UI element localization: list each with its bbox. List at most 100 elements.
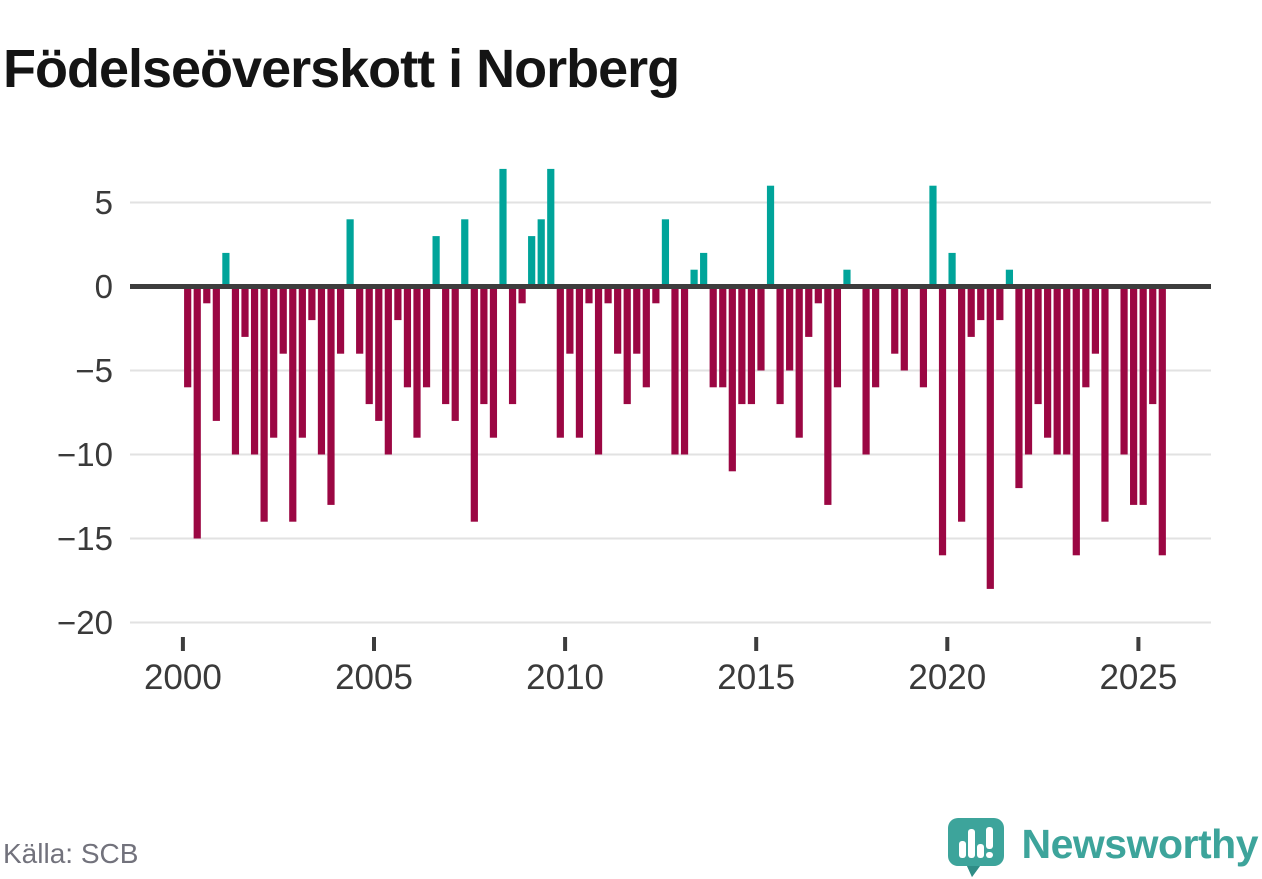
newsworthy-logo-icon	[947, 818, 1004, 877]
y-axis-label: 5	[95, 184, 113, 221]
bar	[585, 286, 593, 304]
bar	[642, 286, 650, 388]
bar	[451, 286, 459, 421]
bar	[1024, 286, 1033, 455]
bar	[929, 185, 937, 287]
bar	[795, 286, 803, 438]
bar	[336, 286, 345, 354]
bar	[489, 286, 498, 438]
speech-bubble-shade	[966, 866, 980, 877]
y-axis-label: −20	[57, 604, 113, 641]
bar	[575, 286, 584, 438]
x-axis-label: 2000	[144, 658, 222, 697]
source-label: Källa: SCB	[3, 838, 139, 869]
bar	[661, 219, 670, 287]
bar	[709, 286, 717, 388]
bar	[757, 286, 765, 371]
bar	[461, 219, 469, 287]
bar	[375, 286, 383, 421]
bar	[442, 286, 450, 405]
y-axis-label: −5	[75, 352, 113, 389]
bar	[824, 286, 832, 505]
bar	[508, 286, 517, 405]
bar	[604, 286, 612, 304]
bar	[900, 286, 908, 371]
bar	[948, 252, 956, 287]
bar	[260, 286, 268, 522]
bar	[843, 269, 851, 287]
bar	[728, 286, 736, 472]
brand-footer: Newsworthy	[944, 810, 1259, 879]
y-axis-label: −10	[57, 436, 113, 473]
bar	[1120, 286, 1128, 455]
page-title: Födelseöverskott i Norberg	[3, 39, 680, 100]
bar	[250, 286, 259, 455]
bar	[308, 286, 316, 321]
bar	[786, 286, 794, 371]
x-axis-label: 2005	[335, 658, 413, 697]
bar	[872, 286, 880, 388]
bar	[1034, 286, 1042, 405]
bar	[977, 286, 985, 321]
bar	[432, 236, 440, 287]
chart-canvas: 5 0 −5 −10 −15 −20 2000 2005 2010 2015 2020 2025	[57, 168, 1211, 697]
bar	[919, 286, 928, 388]
x-axis-label: 2010	[526, 658, 604, 697]
bar	[298, 286, 306, 438]
bar	[518, 286, 526, 304]
bar	[996, 286, 1004, 321]
bar	[547, 168, 555, 287]
bar	[365, 286, 373, 405]
bar	[1063, 286, 1071, 455]
bar	[346, 219, 354, 287]
bar	[193, 286, 201, 539]
bar	[222, 252, 230, 287]
bar	[480, 286, 488, 405]
bar	[1130, 286, 1138, 505]
bar	[805, 286, 813, 337]
bar	[1015, 286, 1023, 489]
bar	[814, 286, 822, 304]
bar	[1158, 286, 1166, 556]
x-axis-label: 2015	[717, 658, 795, 697]
bar	[766, 185, 775, 287]
mini-bar-chart-glyph	[958, 827, 993, 858]
bar	[833, 286, 842, 388]
bar	[671, 286, 679, 455]
bar	[384, 286, 392, 455]
bar	[690, 269, 698, 287]
bar	[700, 252, 708, 287]
bar	[652, 286, 660, 304]
bar	[594, 286, 603, 455]
bar	[891, 286, 899, 354]
bar	[566, 286, 574, 354]
bar	[356, 286, 364, 354]
bar	[317, 286, 326, 455]
bar	[231, 286, 240, 455]
bar	[422, 286, 431, 388]
bar	[212, 286, 220, 421]
bar	[279, 286, 287, 354]
bar	[203, 286, 211, 304]
x-axis-label: 2020	[908, 658, 986, 697]
bar	[499, 168, 507, 287]
bar	[270, 286, 278, 438]
bar	[986, 286, 994, 589]
bar	[556, 286, 564, 438]
bar	[776, 286, 784, 405]
bar	[413, 286, 421, 438]
bar	[938, 286, 947, 556]
brand-name: Newsworthy	[1021, 821, 1259, 867]
bar	[1005, 269, 1014, 287]
bar	[184, 286, 192, 388]
bar	[680, 286, 689, 455]
bar	[1091, 286, 1099, 354]
bar	[528, 236, 536, 287]
bar	[1053, 286, 1061, 455]
bar	[1082, 286, 1090, 388]
bar	[633, 286, 641, 354]
bar	[738, 286, 746, 405]
bar	[241, 286, 249, 337]
bar	[1044, 286, 1052, 438]
